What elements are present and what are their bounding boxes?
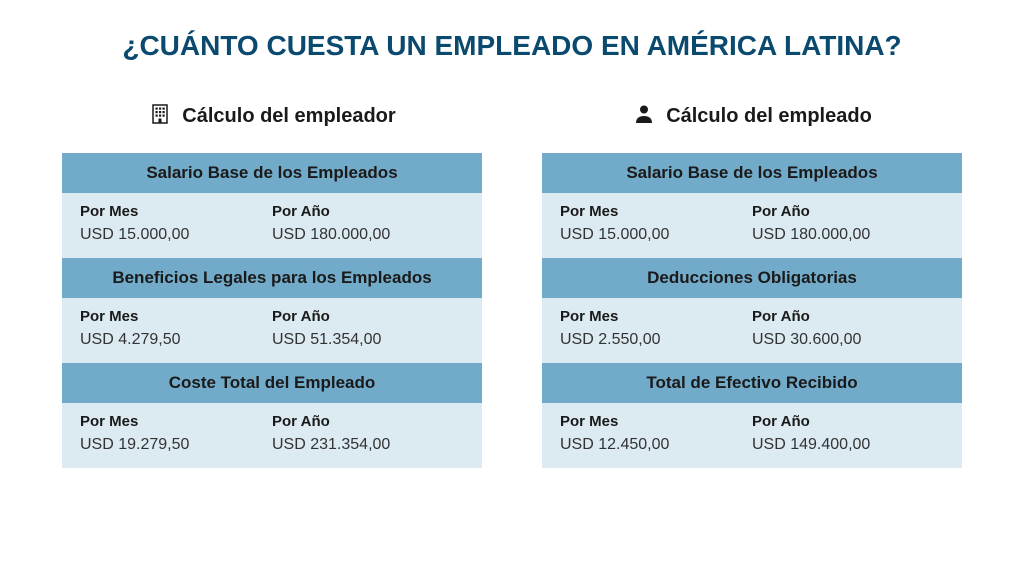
label-per-year: Por Año: [272, 203, 464, 220]
person-icon: [632, 102, 656, 131]
value-per-month: USD 15.000,00: [80, 226, 272, 244]
section-header: Coste Total del Empleado: [62, 363, 482, 403]
label-per-year: Por Año: [752, 203, 944, 220]
value-per-year: USD 231.354,00: [272, 436, 464, 454]
value-per-month: USD 12.450,00: [560, 436, 752, 454]
section-header: Salario Base de los Empleados: [542, 153, 962, 193]
value-per-month: USD 2.550,00: [560, 331, 752, 349]
section-body: Por Mes USD 12.450,00 Por Año USD 149.40…: [542, 403, 962, 468]
panel-employer-title: Cálculo del empleador: [182, 105, 395, 128]
value-per-month: USD 15.000,00: [560, 226, 752, 244]
value-per-month: USD 4.279,50: [80, 331, 272, 349]
label-per-month: Por Mes: [80, 308, 272, 325]
panel-employee-title: Cálculo del empleado: [666, 105, 872, 128]
label-per-year: Por Año: [272, 413, 464, 430]
section-header: Salario Base de los Empleados: [62, 153, 482, 193]
page-title: ¿CUÁNTO CUESTA UN EMPLEADO EN AMÉRICA LA…: [50, 30, 974, 62]
section-body: Por Mes USD 4.279,50 Por Año USD 51.354,…: [62, 298, 482, 363]
section-body: Por Mes USD 15.000,00 Por Año USD 180.00…: [62, 193, 482, 258]
label-per-month: Por Mes: [560, 308, 752, 325]
label-per-month: Por Mes: [80, 413, 272, 430]
label-per-month: Por Mes: [560, 203, 752, 220]
value-per-year: USD 180.000,00: [272, 226, 464, 244]
section-body: Por Mes USD 15.000,00 Por Año USD 180.00…: [542, 193, 962, 258]
panel-employee: Cálculo del empleado Salario Base de los…: [542, 102, 962, 468]
value-per-year: USD 180.000,00: [752, 226, 944, 244]
section-header: Deducciones Obligatorias: [542, 258, 962, 298]
panel-employer: Cálculo del empleador Salario Base de lo…: [62, 102, 482, 468]
panel-employer-header: Cálculo del empleador: [62, 102, 482, 131]
label-per-year: Por Año: [272, 308, 464, 325]
panel-employee-header: Cálculo del empleado: [542, 102, 962, 131]
panels-container: Cálculo del empleador Salario Base de lo…: [50, 102, 974, 468]
building-icon: [148, 102, 172, 131]
section-body: Por Mes USD 2.550,00 Por Año USD 30.600,…: [542, 298, 962, 363]
label-per-month: Por Mes: [80, 203, 272, 220]
section-body: Por Mes USD 19.279,50 Por Año USD 231.35…: [62, 403, 482, 468]
value-per-month: USD 19.279,50: [80, 436, 272, 454]
label-per-year: Por Año: [752, 308, 944, 325]
value-per-year: USD 149.400,00: [752, 436, 944, 454]
label-per-year: Por Año: [752, 413, 944, 430]
value-per-year: USD 30.600,00: [752, 331, 944, 349]
section-header: Beneficios Legales para los Empleados: [62, 258, 482, 298]
value-per-year: USD 51.354,00: [272, 331, 464, 349]
section-header: Total de Efectivo Recibido: [542, 363, 962, 403]
label-per-month: Por Mes: [560, 413, 752, 430]
